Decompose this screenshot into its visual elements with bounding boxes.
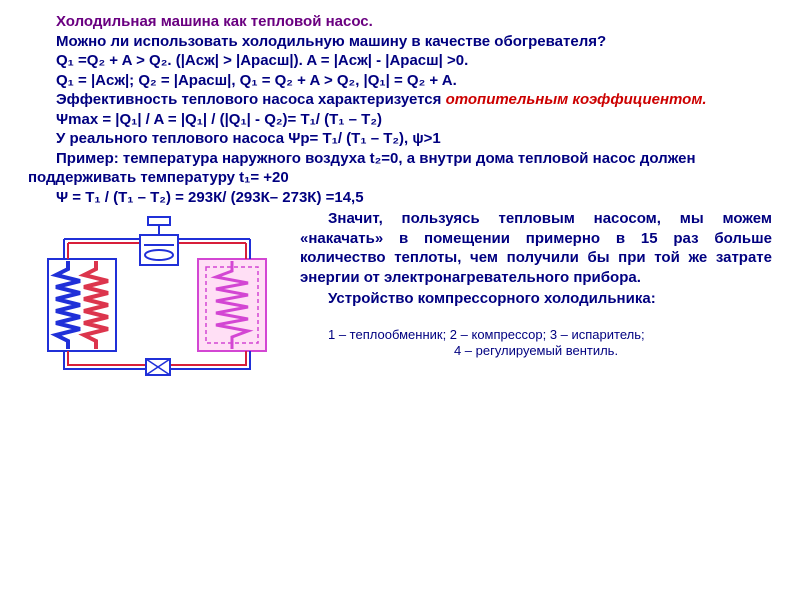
example-text: Пример: температура наружного воздуха t₂… bbox=[28, 149, 772, 188]
equation-1: Q₁ =Q₂ + A > Q₂. (|Aсж| > |Aрасш|). A = … bbox=[28, 51, 772, 71]
equation-5: Ψ = T₁ / (T₁ – T₂) = 293К/ (293К– 273К) … bbox=[28, 188, 772, 208]
legend-line-1: 1 – теплообменник; 2 – компрессор; 3 – и… bbox=[300, 327, 772, 344]
compressor-icon bbox=[140, 217, 178, 265]
equation-4: У реального теплового насоса Ψр= T₁/ (T₁… bbox=[28, 129, 772, 149]
right-text-column: Значит, пользуясь тепловым насосом, мы м… bbox=[300, 209, 772, 385]
question: Можно ли использовать холодильную машину… bbox=[28, 32, 772, 52]
diagram-column bbox=[28, 209, 288, 385]
device-text: Устройство компрессорного холодильника: bbox=[300, 289, 772, 309]
equation-3: Ψmax = |Q₁| / A = |Q₁| / (|Q₁| - Q₂)= T₁… bbox=[28, 110, 772, 130]
heat-pump-diagram bbox=[28, 215, 288, 385]
title: Холодильная машина как тепловой насос. bbox=[28, 12, 772, 32]
heating-coefficient-term: отопительным коэффициентом. bbox=[446, 91, 707, 108]
legend-line-2: 4 – регулируемый вентиль. bbox=[300, 343, 772, 360]
meaning-text: Значит, пользуясь тепловым насосом, мы м… bbox=[300, 209, 772, 287]
efficiency-line: Эффективность теплового насоса характери… bbox=[28, 90, 772, 110]
equation-2: Q₁ = |Aсж|; Q₂ = |Aрасш|, Q₁ = Q₂ + A > … bbox=[28, 71, 772, 91]
